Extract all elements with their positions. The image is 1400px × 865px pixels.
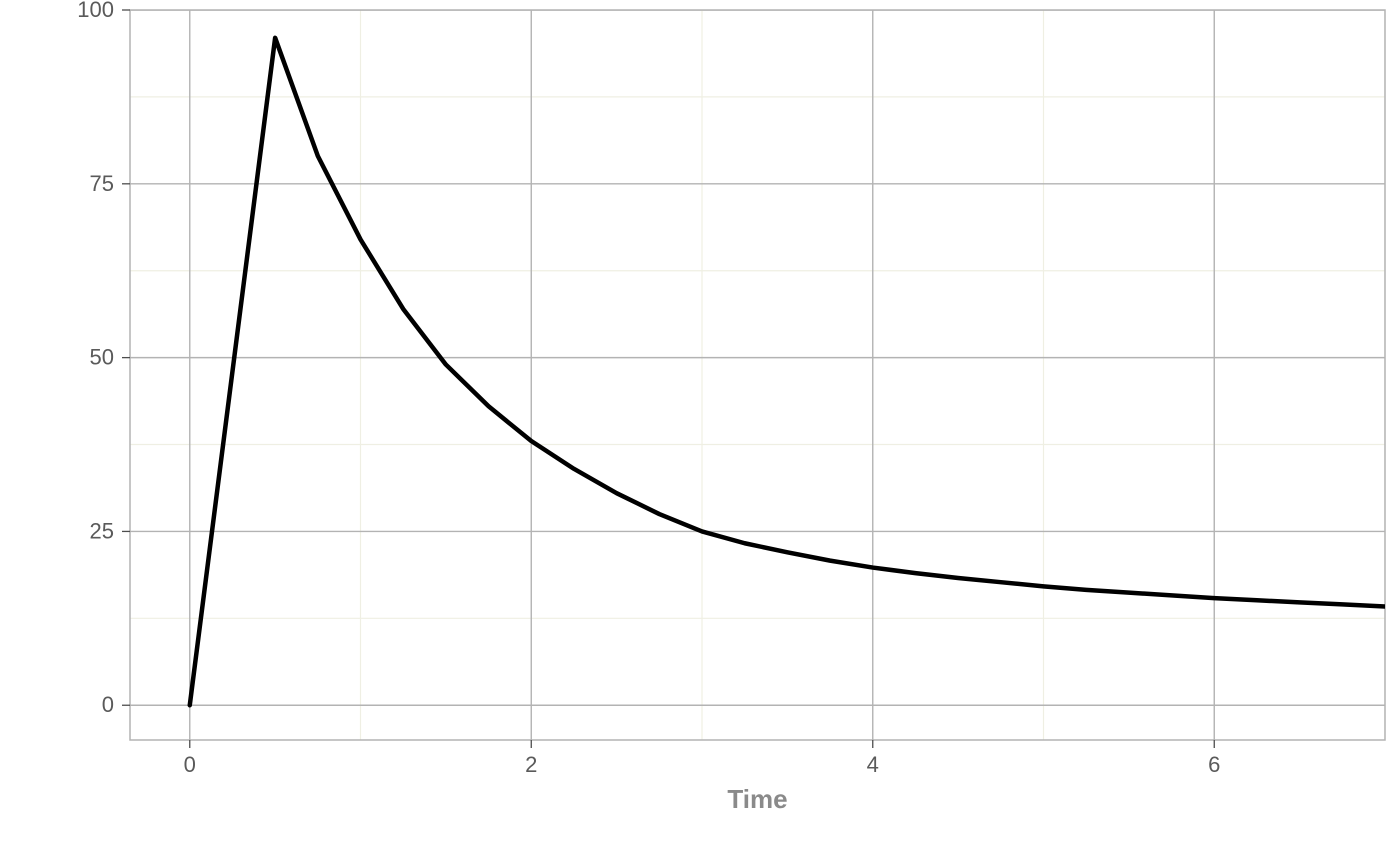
line-chart: 0 2 4 6 0 25 50 75 100 Time: [0, 0, 1400, 865]
y-tick-label: 100: [77, 0, 114, 22]
y-tick-label: 0: [102, 692, 114, 717]
y-tick-label: 50: [90, 345, 114, 370]
chart-svg: 0 2 4 6 0 25 50 75 100 Time: [0, 0, 1400, 865]
x-axis-title: Time: [727, 784, 787, 814]
x-tick-label: 4: [867, 752, 879, 777]
x-tick-label: 2: [525, 752, 537, 777]
x-tick-label: 6: [1208, 752, 1220, 777]
x-tick-label: 0: [184, 752, 196, 777]
y-tick-label: 75: [90, 171, 114, 196]
y-tick-label: 25: [90, 518, 114, 543]
